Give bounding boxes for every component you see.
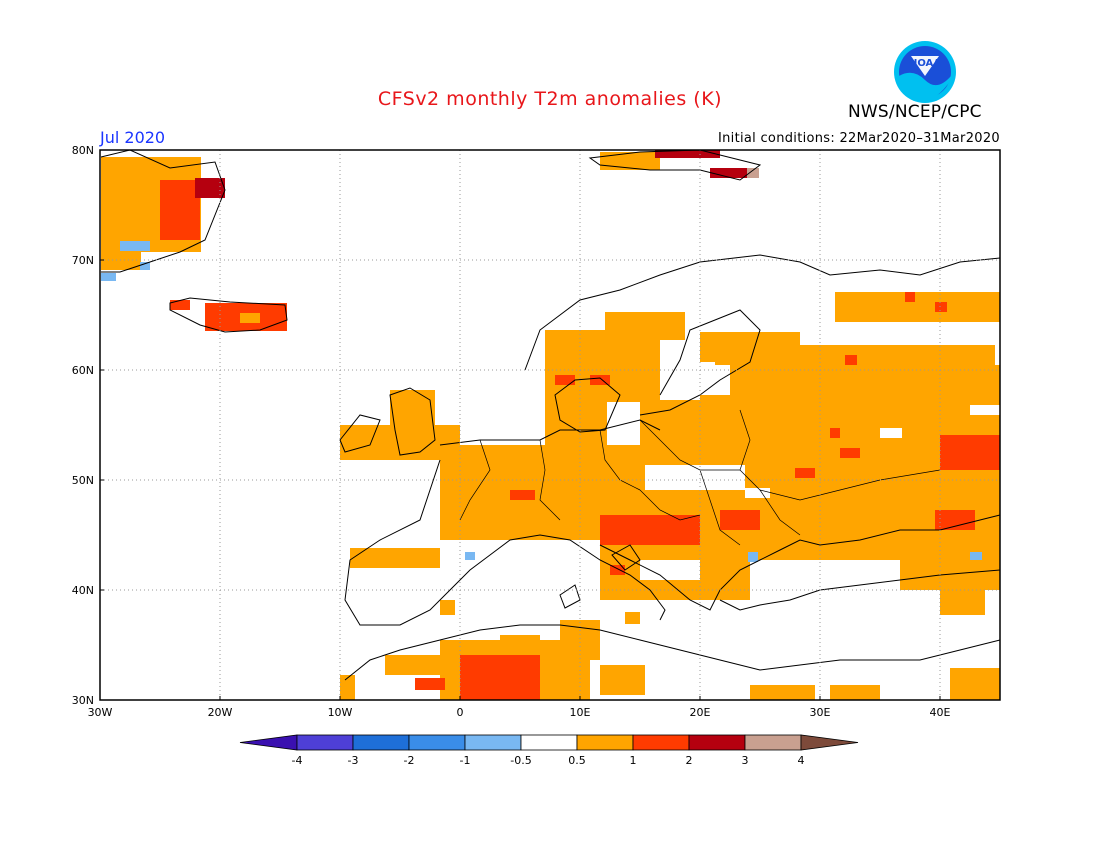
colorbar: -4 -3 -2 -1 -0.5 0.5 1 2 3 4 xyxy=(240,735,858,767)
colorbar-swatch xyxy=(297,735,353,750)
lon-label: 20W xyxy=(208,706,233,719)
anomaly-fill-layer xyxy=(101,150,1000,700)
lat-label: 40N xyxy=(72,584,94,597)
lon-label: 0 xyxy=(457,706,464,719)
colorbar-swatch xyxy=(465,735,521,750)
colorbar-swatch xyxy=(745,735,801,750)
lon-label: 30E xyxy=(810,706,831,719)
lat-label: 60N xyxy=(72,364,94,377)
lon-label: 40E xyxy=(930,706,951,719)
colorbar-label: 3 xyxy=(742,754,749,767)
colorbar-label: -2 xyxy=(404,754,415,767)
colorbar-swatch xyxy=(521,735,577,750)
colorbar-arrow-right xyxy=(801,735,858,750)
colorbar-label: -4 xyxy=(292,754,303,767)
colorbar-label: 4 xyxy=(798,754,805,767)
lat-label: 70N xyxy=(72,254,94,267)
lat-label: 80N xyxy=(72,144,94,157)
colorbar-label: 0.5 xyxy=(568,754,586,767)
colorbar-label: -0.5 xyxy=(510,754,531,767)
colorbar-arrow-left xyxy=(240,735,297,750)
lon-label: 10E xyxy=(570,706,591,719)
anomaly-map: 80N70N60N50N40N30N 30W 20W 10W 0 10E 20E 30E 40… xyxy=(0,0,1100,850)
colorbar-label: 1 xyxy=(630,754,637,767)
lon-label: 10W xyxy=(328,706,353,719)
colorbar-label: -3 xyxy=(348,754,359,767)
colorbar-swatch xyxy=(577,735,633,750)
lat-label: 50N xyxy=(72,474,94,487)
lon-label: 30W xyxy=(88,706,113,719)
lon-label: 20E xyxy=(690,706,711,719)
colorbar-swatch xyxy=(409,735,465,750)
colorbar-label: -1 xyxy=(460,754,471,767)
colorbar-swatch xyxy=(353,735,409,750)
colorbar-swatch xyxy=(633,735,689,750)
colorbar-swatch xyxy=(689,735,745,750)
colorbar-label: 2 xyxy=(686,754,693,767)
